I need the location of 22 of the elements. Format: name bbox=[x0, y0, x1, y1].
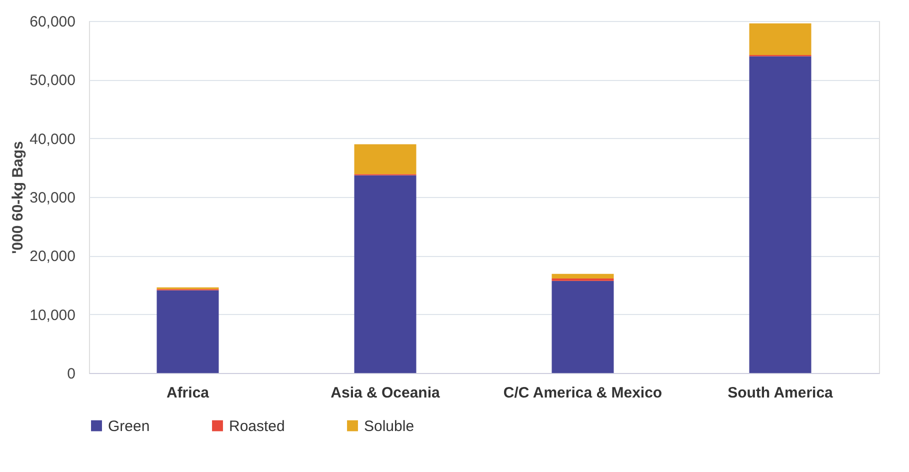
y-tick-label: 20,000 bbox=[30, 248, 76, 266]
y-tick-label: 0 bbox=[67, 366, 76, 382]
bar bbox=[354, 175, 416, 373]
y-axis-title: '000 60-kg Bags bbox=[10, 141, 27, 254]
bar bbox=[156, 290, 219, 373]
y-tick-label: 30,000 bbox=[30, 190, 76, 206]
bar bbox=[749, 23, 812, 56]
y-tick-label: 40,000 bbox=[30, 130, 76, 148]
bar bbox=[354, 144, 416, 174]
legend-label: Roasted bbox=[229, 418, 285, 435]
x-tick-label: South America bbox=[728, 384, 834, 402]
x-tick-label: Africa bbox=[166, 384, 210, 402]
y-tick-label: 10,000 bbox=[30, 306, 76, 324]
x-tick-label: C/C America & Mexico bbox=[503, 384, 662, 402]
legend-label: Soluble bbox=[364, 418, 414, 435]
legend-label: Green bbox=[108, 418, 150, 435]
x-tick-label: Asia & Oceania bbox=[330, 384, 441, 402]
y-tick-label: 50,000 bbox=[30, 72, 76, 90]
bar bbox=[552, 280, 614, 373]
y-tick-label: 60,000 bbox=[30, 14, 76, 30]
bar bbox=[552, 274, 614, 279]
bar bbox=[749, 56, 812, 373]
